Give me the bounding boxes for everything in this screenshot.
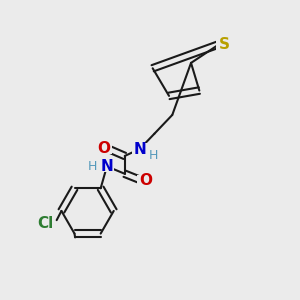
Text: H: H bbox=[149, 148, 159, 162]
Bar bbox=[216, 38, 233, 50]
Bar bbox=[36, 218, 55, 230]
Bar bbox=[100, 161, 114, 172]
Text: H: H bbox=[87, 160, 97, 173]
Bar bbox=[96, 142, 112, 154]
Text: O: O bbox=[139, 173, 152, 188]
Text: Cl: Cl bbox=[37, 216, 53, 231]
Text: N: N bbox=[133, 142, 146, 157]
Bar bbox=[137, 175, 154, 187]
Text: S: S bbox=[219, 37, 230, 52]
Text: N: N bbox=[100, 159, 113, 174]
Text: O: O bbox=[98, 141, 110, 156]
Bar bbox=[133, 143, 147, 155]
